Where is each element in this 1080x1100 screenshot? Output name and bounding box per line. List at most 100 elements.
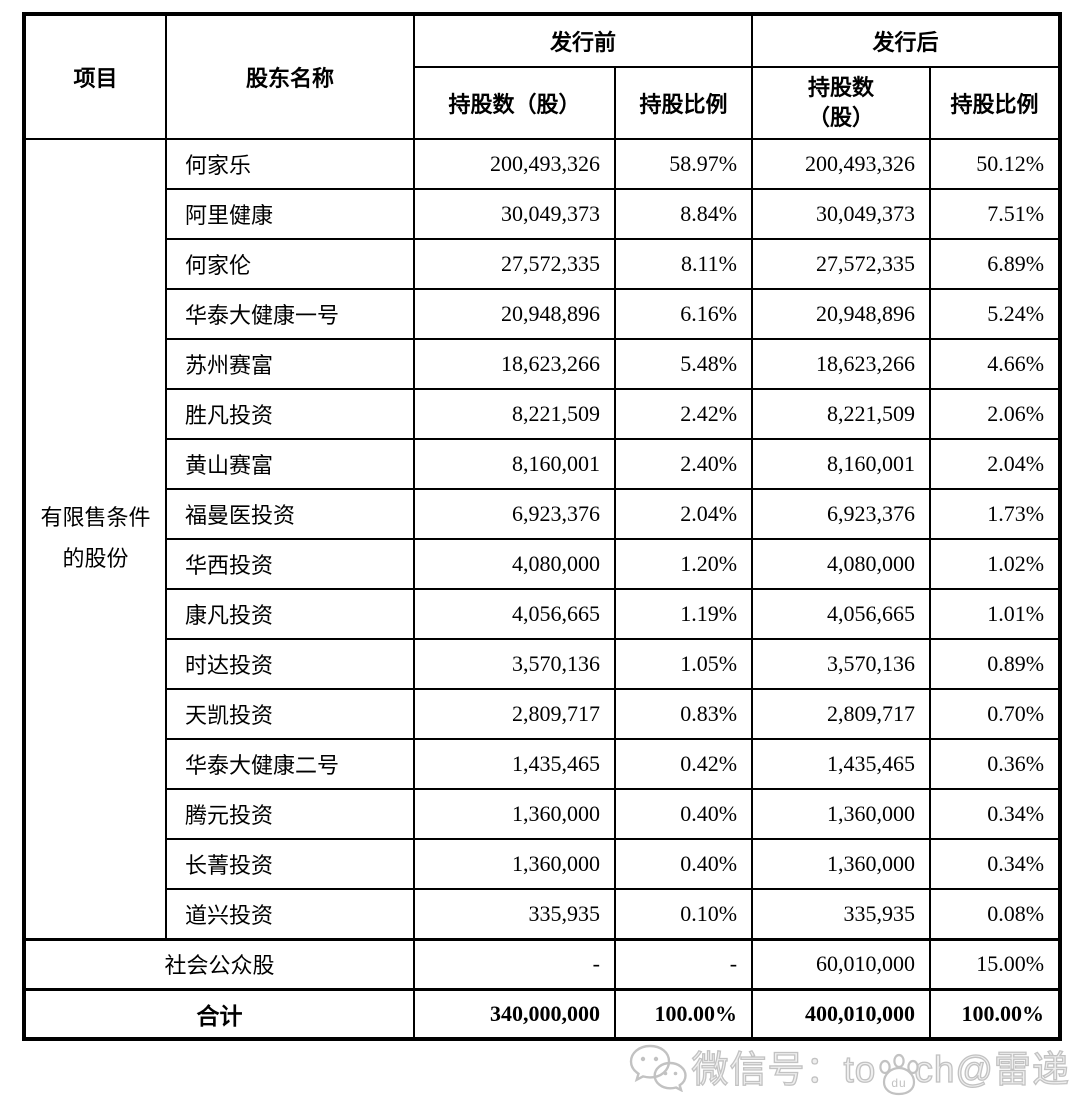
ratio-before-cell: 1.05% xyxy=(613,638,754,690)
name-cell: 苏州赛富 xyxy=(165,338,415,390)
baidu-paw-icon: du xyxy=(879,1053,920,1096)
shares-after-cell: 4,056,665 xyxy=(751,588,932,640)
shares-after-cell: 1,360,000 xyxy=(751,838,932,890)
ratio-after-cell: 0.36% xyxy=(929,738,1062,790)
shares-after-cell: 18,623,266 xyxy=(751,338,932,390)
shares-after-cell: 20,948,896 xyxy=(751,288,932,340)
header-shares-before: 持股数（股） xyxy=(413,66,616,140)
ratio-before-cell: - xyxy=(613,937,754,990)
header-ratio-after: 持股比例 xyxy=(929,66,1062,140)
name-cell: 华泰大健康二号 xyxy=(165,738,415,790)
name-cell: 何家乐 xyxy=(165,138,415,190)
ratio-after-cell: 4.66% xyxy=(929,338,1062,390)
shares-after-cell: 1,360,000 xyxy=(751,788,932,840)
shareholding-table: 项目 股东名称 发行前 发行后 持股数（股） 持股比例 持股数 （股） 持股比例… xyxy=(22,12,1063,1041)
name-cell: 胜凡投资 xyxy=(165,388,415,440)
ratio-after-cell: 5.24% xyxy=(929,288,1062,340)
paw-label: du xyxy=(892,1076,907,1090)
shareholder-row: 苏州赛富 18,623,266 5.48% 18,623,266 4.66% xyxy=(24,338,1062,390)
shares-after-cell: 2,809,717 xyxy=(751,688,932,740)
total-row: 合计 340,000,000 100.00% 400,010,000 100.0… xyxy=(23,987,1062,1040)
ratio-after-cell: 0.34% xyxy=(929,838,1062,890)
ratio-before-cell: 8.11% xyxy=(613,238,754,290)
shares-after-cell: 3,570,136 xyxy=(751,638,932,690)
shares-after-cell: 27,572,335 xyxy=(751,238,932,290)
ratio-after-cell: 50.12% xyxy=(929,138,1062,190)
restricted-shares-body: 有限售条件的股份 何家乐 200,493,326 58.97% 200,493,326 5… xyxy=(23,138,1062,940)
shareholder-row: 腾元投资 1,360,000 0.40% 1,360,000 0.34% xyxy=(24,788,1062,840)
ratio-before-cell: 6.16% xyxy=(613,288,754,340)
ratio-before-cell: 5.48% xyxy=(613,338,754,390)
name-cell: 何家伦 xyxy=(165,238,415,290)
ratio-after-cell: 0.34% xyxy=(929,788,1062,840)
ratio-after-cell: 100.00% xyxy=(929,987,1062,1040)
name-cell: 天凯投资 xyxy=(165,688,415,740)
header-group-before: 发行前 xyxy=(412,13,754,68)
public-shares-label: 社会公众股 xyxy=(23,937,415,990)
name-cell: 华西投资 xyxy=(165,538,415,590)
shares-before-cell: - xyxy=(413,937,616,990)
shares-before-cell: 27,572,335 xyxy=(413,238,616,290)
name-cell: 腾元投资 xyxy=(165,788,415,840)
ratio-before-cell: 1.19% xyxy=(613,588,754,640)
wechat-icon xyxy=(629,1044,687,1092)
ratio-after-cell: 2.04% xyxy=(929,438,1062,490)
shares-before-cell: 1,360,000 xyxy=(413,838,616,890)
public-shares-row: 社会公众股 - - 60,010,000 15.00% xyxy=(23,937,1062,990)
shares-before-cell: 2,809,717 xyxy=(413,688,616,740)
shares-before-cell: 335,935 xyxy=(413,888,616,940)
shares-before-cell: 30,049,373 xyxy=(413,188,616,240)
header-shares-after-line2: （股） xyxy=(808,105,875,130)
shareholder-row: 时达投资 3,570,136 1.05% 3,570,136 0.89% xyxy=(24,638,1062,690)
shareholder-row: 福曼医投资 6,923,376 2.04% 6,923,376 1.73% xyxy=(24,488,1062,540)
ratio-after-cell: 2.06% xyxy=(929,388,1062,440)
shares-before-cell: 3,570,136 xyxy=(413,638,616,690)
ratio-after-cell: 0.89% xyxy=(929,638,1062,690)
shares-after-cell: 1,435,465 xyxy=(751,738,932,790)
ratio-before-cell: 0.40% xyxy=(613,788,754,840)
ratio-after-cell: 1.73% xyxy=(929,488,1062,540)
shareholder-row: 长菁投资 1,360,000 0.40% 1,360,000 0.34% xyxy=(24,838,1062,890)
shares-before-cell: 1,360,000 xyxy=(413,788,616,840)
shares-before-cell: 200,493,326 xyxy=(413,138,616,190)
summary-body: 社会公众股 - - 60,010,000 15.00% 合计 340,000,0… xyxy=(23,937,1062,1040)
shares-before-cell: 4,080,000 xyxy=(413,538,616,590)
shareholder-row: 华泰大健康一号 20,948,896 6.16% 20,948,896 5.24% xyxy=(24,288,1062,340)
name-cell: 华泰大健康一号 xyxy=(165,288,415,340)
header-group-after: 发行后 xyxy=(751,13,1062,68)
shareholder-row: 胜凡投资 8,221,509 2.42% 8,221,509 2.06% xyxy=(24,388,1062,440)
ratio-after-cell: 6.89% xyxy=(929,238,1062,290)
ratio-before-cell: 0.10% xyxy=(613,888,754,940)
shares-before-cell: 8,221,509 xyxy=(413,388,616,440)
shareholder-row: 阿里健康 30,049,373 8.84% 30,049,373 7.51% xyxy=(24,188,1062,240)
watermark-text-left: 微信号：to xyxy=(691,1048,877,1090)
ratio-before-cell: 100.00% xyxy=(613,987,754,1040)
header-item: 项目 xyxy=(23,13,167,140)
shares-before-cell: 20,948,896 xyxy=(413,288,616,340)
name-cell: 黄山赛富 xyxy=(165,438,415,490)
shares-before-cell: 1,435,465 xyxy=(413,738,616,790)
header-ratio-before: 持股比例 xyxy=(613,66,754,140)
ratio-after-cell: 0.08% xyxy=(929,888,1062,940)
shareholding-table-container: 项目 股东名称 发行前 发行后 持股数（股） 持股比例 持股数 （股） 持股比例… xyxy=(22,12,1063,1041)
ratio-before-cell: 0.42% xyxy=(613,738,754,790)
ratio-after-cell: 7.51% xyxy=(929,188,1062,240)
header-shareholder: 股东名称 xyxy=(165,13,415,140)
ratio-before-cell: 8.84% xyxy=(613,188,754,240)
ratio-before-cell: 0.40% xyxy=(613,838,754,890)
name-cell: 道兴投资 xyxy=(165,888,415,940)
shares-before-cell: 6,923,376 xyxy=(413,488,616,540)
ratio-before-cell: 2.04% xyxy=(613,488,754,540)
ratio-after-cell: 1.02% xyxy=(929,538,1062,590)
header-shares-after: 持股数 （股） xyxy=(751,66,932,140)
ratio-before-cell: 58.97% xyxy=(613,138,754,190)
name-cell: 福曼医投资 xyxy=(165,488,415,540)
shares-after-cell: 200,493,326 xyxy=(751,138,932,190)
ratio-before-cell: 2.42% xyxy=(613,388,754,440)
shares-after-cell: 8,221,509 xyxy=(751,388,932,440)
ratio-before-cell: 0.83% xyxy=(613,688,754,740)
shares-before-cell: 4,056,665 xyxy=(413,588,616,640)
ratio-before-cell: 1.20% xyxy=(613,538,754,590)
shares-after-cell: 335,935 xyxy=(751,888,932,940)
name-cell: 康凡投资 xyxy=(165,588,415,640)
